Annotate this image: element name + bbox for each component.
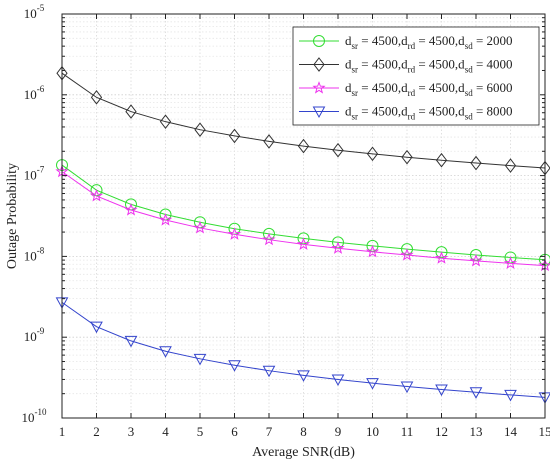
y-tick-label: 10-5	[24, 3, 45, 21]
x-tick-label: 12	[435, 424, 448, 439]
x-tick-label: 1	[59, 424, 66, 439]
legend-label: dsr = 4500,drd = 4500,dsd = 2000	[345, 33, 513, 51]
x-tick-label: 13	[470, 424, 483, 439]
y-tick-label: 10-7	[24, 165, 45, 183]
x-tick-label: 10	[366, 424, 379, 439]
data-point	[469, 253, 483, 267]
data-point	[262, 232, 276, 246]
x-tick-label: 3	[128, 424, 135, 439]
data-point	[470, 155, 482, 171]
legend-marker	[312, 106, 326, 119]
series-4	[55, 297, 550, 404]
data-point	[90, 90, 103, 105]
legend-entry: dsr = 4500,drd = 4500,dsd = 8000	[299, 104, 513, 122]
legend-label: dsr = 4500,drd = 4500,dsd = 8000	[345, 104, 513, 122]
y-tick-label: 10-10	[22, 407, 47, 425]
legend-marker	[313, 35, 325, 47]
y-tick-label: 10-6	[24, 84, 45, 102]
series-line	[61, 301, 546, 398]
legend-entry: dsr = 4500,drd = 4500,dsd = 6000	[299, 80, 513, 98]
data-point	[297, 370, 310, 382]
x-tick-label: 9	[335, 424, 342, 439]
data-point	[159, 346, 172, 358]
data-point	[228, 128, 241, 144]
data-point	[504, 389, 517, 402]
data-point	[228, 360, 241, 372]
data-point	[435, 152, 448, 168]
data-point	[401, 149, 413, 165]
data-point	[89, 189, 104, 202]
legend-label: dsr = 4500,drd = 4500,dsd = 6000	[345, 80, 513, 98]
y-tick-labels: 10-10 10-9 10-8 10-7 10-6 10-5	[22, 3, 47, 425]
data-point	[90, 321, 103, 334]
data-point	[193, 221, 207, 234]
x-tick-label: 4	[162, 424, 169, 439]
legend-entry: dsr = 4500,drd = 4500,dsd = 2000	[299, 33, 513, 51]
data-point	[194, 122, 206, 138]
x-tick-label: 14	[504, 424, 518, 439]
series-line	[61, 171, 546, 267]
data-point	[366, 378, 379, 390]
legend-marker	[312, 81, 326, 94]
data-point	[504, 158, 517, 173]
data-point	[332, 142, 344, 158]
x-tick-label: 8	[300, 424, 307, 439]
x-tick-label: 2	[93, 424, 100, 439]
data-point	[193, 353, 207, 366]
series-3	[55, 164, 550, 272]
data-point	[296, 237, 311, 250]
data-point	[400, 381, 414, 394]
data-point	[365, 244, 380, 258]
series-layer	[55, 65, 550, 404]
legend-marker	[313, 57, 325, 72]
data-point	[503, 256, 518, 269]
data-point	[124, 203, 138, 216]
series-line	[61, 72, 546, 169]
legend-box	[292, 26, 540, 126]
x-tick-label: 11	[401, 424, 414, 439]
legend-entry: dsr = 4500,drd = 4500,dsd = 4000	[299, 57, 513, 75]
data-point	[469, 387, 483, 399]
y-tick-label: 10-9	[24, 326, 45, 344]
x-tick-label: 15	[539, 424, 550, 439]
y-tick-label: 10-8	[24, 245, 45, 263]
x-tick-label: 5	[197, 424, 204, 439]
legend-label: dsr = 4500,drd = 4500,dsd = 4000	[345, 57, 513, 75]
data-point	[366, 146, 379, 162]
data-point	[435, 246, 448, 259]
data-point	[124, 335, 138, 348]
x-tick-label: 6	[231, 424, 238, 439]
data-point	[227, 227, 242, 240]
data-point	[331, 374, 345, 386]
data-point	[125, 104, 137, 119]
y-axis-label: Outage Probability	[5, 163, 20, 269]
x-tick-labels: 1 2 3 4 5 6 7 8 9 10 11 12 13 14 15	[59, 424, 550, 439]
data-point	[434, 251, 449, 264]
data-point	[263, 134, 275, 149]
data-point	[262, 365, 276, 378]
legend: dsr = 4500,drd = 4500,dsd = 2000 dsr = 45…	[292, 26, 540, 126]
data-point	[159, 114, 172, 129]
x-axis-label: Average SNR(dB)	[252, 445, 355, 460]
data-point	[435, 384, 448, 397]
data-point	[158, 213, 173, 226]
data-point	[297, 138, 310, 154]
axes-frame	[61, 13, 546, 419]
x-tick-label: 7	[266, 424, 273, 439]
data-point	[400, 248, 414, 261]
data-point	[331, 241, 345, 254]
